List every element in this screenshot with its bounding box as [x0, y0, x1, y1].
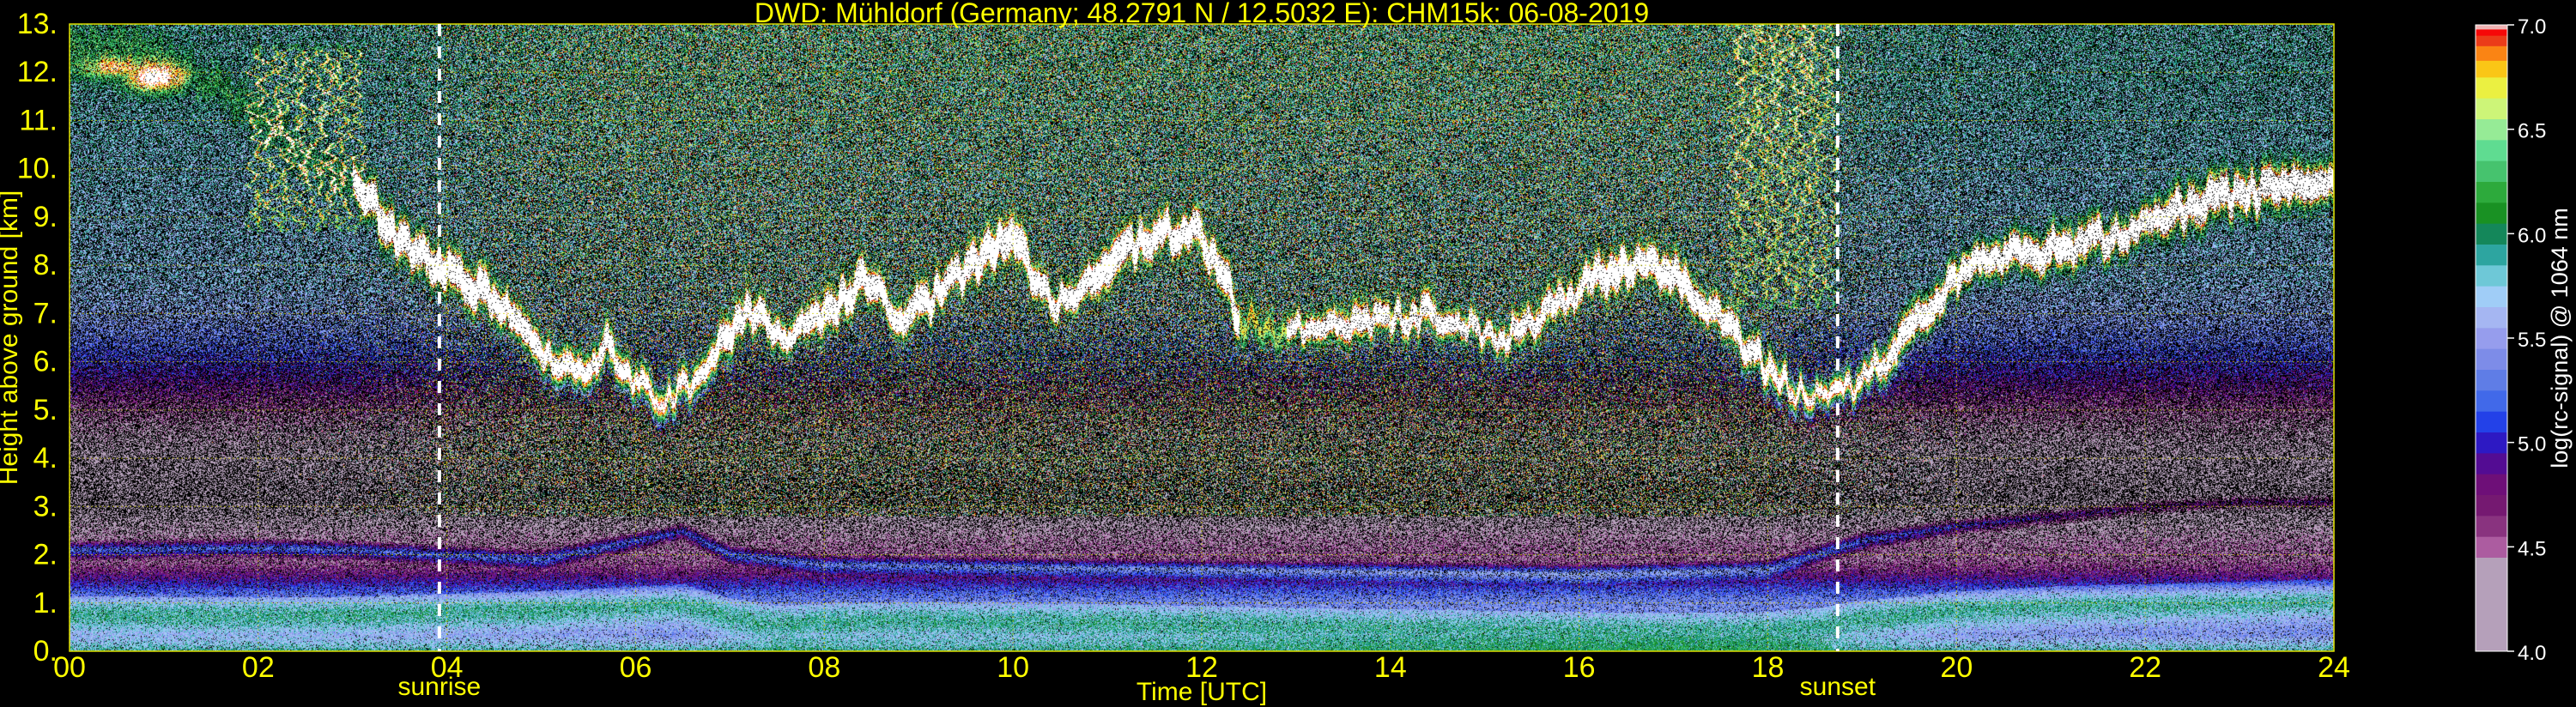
svg-text:4.5: 4.5: [2518, 537, 2546, 560]
svg-text:Height above ground [km]: Height above ground [km]: [0, 190, 23, 486]
svg-text:1.: 1.: [33, 587, 58, 619]
svg-text:9.: 9.: [33, 201, 58, 233]
svg-text:13.: 13.: [17, 8, 58, 40]
svg-text:5.5: 5.5: [2518, 329, 2546, 352]
svg-text:12.: 12.: [17, 56, 58, 88]
svg-text:00: 00: [53, 651, 86, 684]
svg-text:16: 16: [1563, 651, 1596, 684]
svg-text:06: 06: [620, 651, 652, 684]
svg-text:08: 08: [808, 651, 840, 684]
svg-text:7.0: 7.0: [2518, 15, 2546, 39]
svg-text:4.0: 4.0: [2518, 642, 2546, 665]
svg-text:4.: 4.: [33, 442, 58, 474]
svg-text:6.0: 6.0: [2518, 224, 2546, 247]
svg-text:sunset: sunset: [1800, 673, 1876, 701]
svg-text:6.5: 6.5: [2518, 120, 2546, 143]
svg-text:log(rc-signal) @ 1064 nm: log(rc-signal) @ 1064 nm: [2547, 208, 2573, 468]
svg-text:0.: 0.: [33, 635, 58, 668]
svg-text:sunrise: sunrise: [398, 673, 482, 701]
svg-text:Time [UTC]: Time [UTC]: [1136, 678, 1267, 706]
svg-text:2.: 2.: [33, 539, 58, 571]
svg-text:5.0: 5.0: [2518, 433, 2546, 456]
svg-text:24: 24: [2318, 651, 2350, 684]
svg-text:5.: 5.: [33, 394, 58, 426]
svg-text:20: 20: [1940, 651, 1973, 684]
svg-text:7.: 7.: [33, 297, 58, 329]
svg-text:6.: 6.: [33, 346, 58, 378]
svg-text:22: 22: [2129, 651, 2161, 684]
svg-text:10.: 10.: [17, 153, 58, 185]
svg-text:04: 04: [431, 651, 464, 684]
svg-text:18: 18: [1752, 651, 1785, 684]
svg-text:8.: 8.: [33, 249, 58, 281]
svg-text:11.: 11.: [19, 104, 58, 136]
svg-text:3.: 3.: [33, 490, 58, 523]
svg-text:12: 12: [1185, 651, 1218, 684]
svg-text:14: 14: [1374, 651, 1407, 684]
svg-text:10: 10: [997, 651, 1029, 684]
svg-text:02: 02: [242, 651, 275, 684]
